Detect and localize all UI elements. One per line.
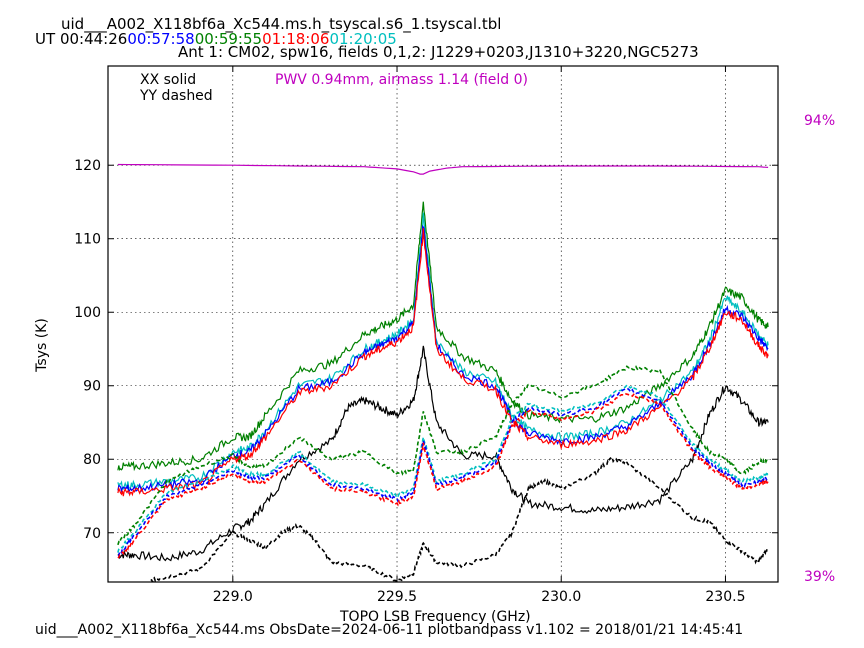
ut-times: 00:44:2600:57:5800:59:5501:18:0601:20:05 xyxy=(60,30,397,48)
y-tick-label: 110 xyxy=(74,232,101,248)
y-tick-label: 90 xyxy=(83,379,101,395)
series-line-red-xx xyxy=(117,228,769,497)
y-tick-label: 80 xyxy=(83,452,101,468)
atm-transmission-bottom: 39% xyxy=(804,569,836,585)
y-tick-label: 120 xyxy=(74,158,101,174)
series-line-pwv-atm xyxy=(117,163,769,175)
legend-dashed: YY dashed xyxy=(140,88,213,104)
y-tick-label: 100 xyxy=(74,305,101,321)
series-line-blue-xx xyxy=(117,224,769,495)
x-axis-label: TOPO LSB Frequency (GHz) xyxy=(340,609,531,625)
series-line-cyan-xx xyxy=(117,212,769,490)
plot-frame xyxy=(107,65,779,583)
ut-time: 00:59:55 xyxy=(194,30,263,48)
x-tick-label: 230.5 xyxy=(705,589,745,605)
y-axis-label: Tsys (K) xyxy=(34,318,50,372)
series-line-red-yy xyxy=(117,392,769,559)
atm-transmission-top: 94% xyxy=(804,113,836,129)
series-line-blue-yy xyxy=(117,387,769,557)
series-line-green-yy xyxy=(117,365,769,546)
file-title: uid___A002_X118bf6a_Xc544.ms.h_tsyscal.s… xyxy=(61,15,502,33)
ut-label: UT xyxy=(35,30,56,48)
y-tick-label: 70 xyxy=(83,526,101,542)
x-tick-label: 229.0 xyxy=(213,589,253,605)
series-line-black-yy xyxy=(150,456,769,582)
plot-subtitle: Ant 1: CM02, spw16, fields 0,1,2: J1229+… xyxy=(178,43,699,61)
ut-time: 00:57:58 xyxy=(127,30,195,48)
ut-time-row: UT 00:44:2600:57:5800:59:5501:18:0601:20… xyxy=(35,31,397,47)
legend-solid: XX solid xyxy=(140,72,197,88)
x-tick-label: 230.0 xyxy=(541,589,581,605)
x-tick-label: 229.5 xyxy=(377,589,417,605)
series-line-green-xx xyxy=(117,201,769,472)
footer-info: uid___A002_X118bf6a_Xc544.ms ObsDate=202… xyxy=(35,622,744,638)
ut-time: 01:20:05 xyxy=(329,30,397,48)
ut-time: 00:44:26 xyxy=(59,30,128,48)
pwv-label: PWV 0.94mm, airmass 1.14 (field 0) xyxy=(275,72,529,88)
ut-time: 01:18:06 xyxy=(262,30,330,48)
